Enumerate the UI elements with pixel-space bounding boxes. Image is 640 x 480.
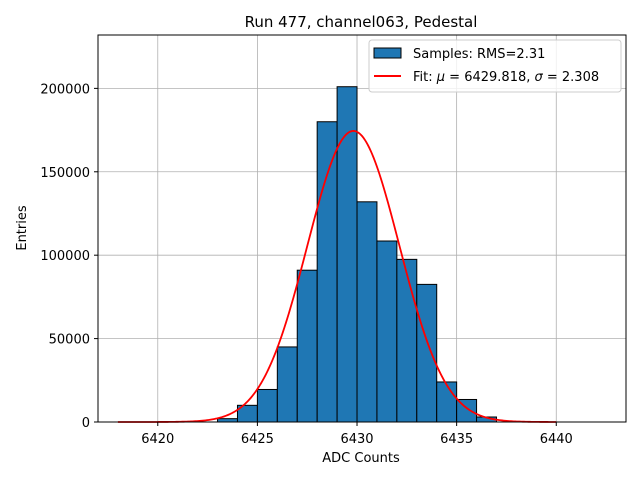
x-tick-label-1: 6425 <box>241 432 274 447</box>
histogram-bar-4 <box>296 269 318 423</box>
histogram-bar-8 <box>376 240 398 423</box>
x-axis-ticks: 6420 6425 6430 6435 6440 <box>141 422 573 447</box>
histogram-bar-3 <box>276 346 298 423</box>
y-tick-label-2: 100000 <box>40 249 90 264</box>
x-axis-label: ADC Counts <box>322 451 400 466</box>
histogram-bar-10 <box>416 283 438 423</box>
histogram-bar-2 <box>256 388 278 423</box>
fit-curve <box>117 130 557 423</box>
legend: Samples: RMS=2.31 Fit: μ = 6429.818, σ =… <box>368 39 622 93</box>
legend-fit-label: Fit: μ = 6429.818, σ = 2.308 <box>413 70 599 85</box>
y-axis-label: Entries <box>15 205 30 251</box>
y-tick-label-0: 0 <box>82 416 90 431</box>
histogram-bar-6 <box>336 86 358 423</box>
y-tick-label-1: 50000 <box>49 333 90 348</box>
legend-samples-swatch <box>373 47 402 59</box>
legend-fit-sigma-symbol: σ <box>535 70 544 85</box>
x-tick-label-3: 6435 <box>440 432 473 447</box>
legend-samples-label: Samples: RMS=2.31 <box>413 47 545 62</box>
histogram-bar-7 <box>356 201 378 423</box>
histogram-bar-11 <box>436 381 458 423</box>
histogram-bar-9 <box>396 258 418 423</box>
y-tick-label-4: 200000 <box>40 82 90 97</box>
legend-fit-mu-value: = 6429.818, <box>445 70 534 85</box>
plot-frame <box>97 34 627 423</box>
histogram-bar-0 <box>217 418 238 423</box>
legend-fit-prefix: Fit: <box>413 70 437 85</box>
chart-title: Run 477, channel063, Pedestal <box>245 13 478 31</box>
y-axis-ticks: 0 50000 100000 150000 200000 <box>40 82 98 431</box>
histogram-bars <box>217 86 497 423</box>
legend-box <box>368 39 622 93</box>
fit-curve-group <box>117 130 557 423</box>
x-tick-label-0: 6420 <box>141 432 174 447</box>
x-tick-label-2: 6430 <box>340 432 373 447</box>
histogram-bar-5 <box>316 121 338 423</box>
y-tick-label-3: 150000 <box>40 166 90 181</box>
legend-fit-sigma-value: = 2.308 <box>543 70 599 85</box>
legend-fit-mu-symbol: μ <box>436 70 445 85</box>
x-tick-label-4: 6440 <box>540 432 573 447</box>
